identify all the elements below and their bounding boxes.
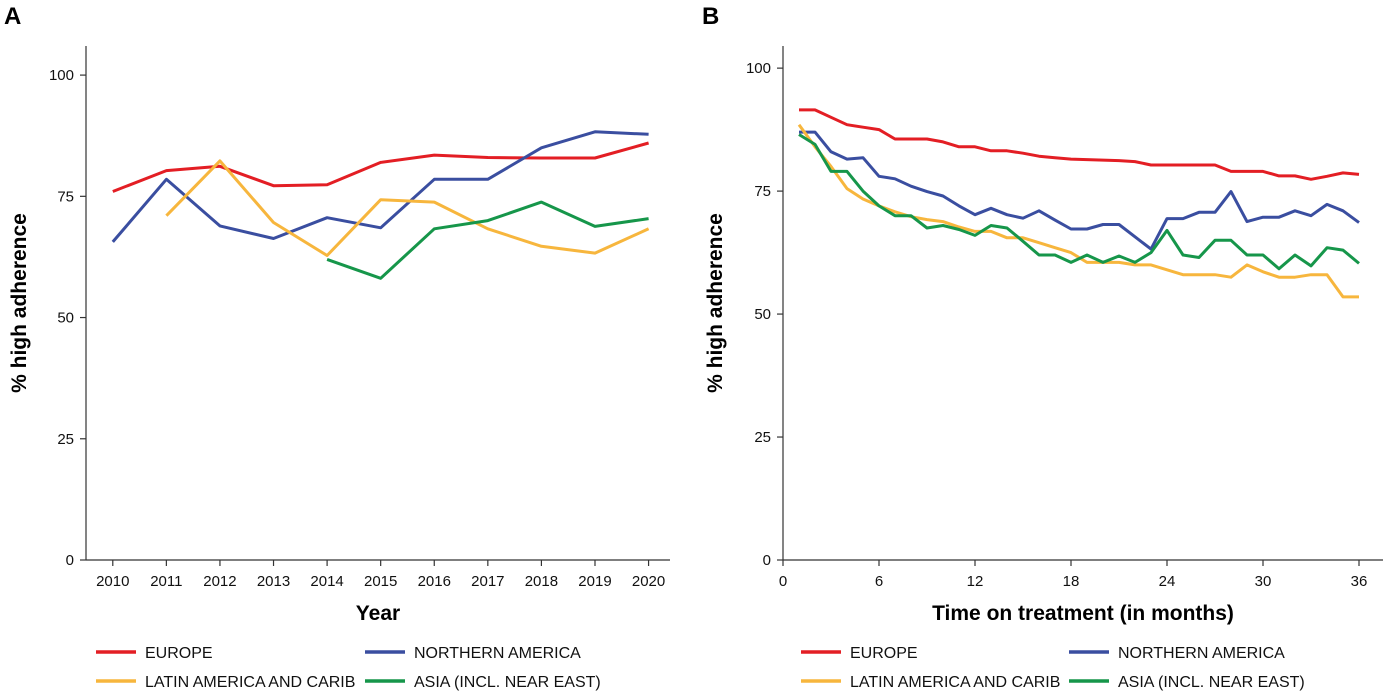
y-tick-label: 50 xyxy=(754,306,771,323)
x-tick-label: 2017 xyxy=(471,573,504,590)
x-tick-label: 6 xyxy=(875,573,883,590)
y-tick-label: 25 xyxy=(754,429,771,446)
y-tick-label: 25 xyxy=(57,431,74,448)
y-axis-title: % high adherence xyxy=(704,213,727,393)
y-tick-label: 0 xyxy=(763,552,771,569)
legend-label: ASIA (INCL. NEAR EAST) xyxy=(1118,674,1305,691)
legend-label: EUROPE xyxy=(850,645,918,662)
legend-label: NORTHERN AMERICA xyxy=(1118,645,1285,662)
series-line-latin-america xyxy=(797,123,1359,299)
x-tick-label: 18 xyxy=(1063,573,1080,590)
legend-label: LATIN AMERICA AND CARIB xyxy=(145,674,355,691)
panel-a: A 0 25 50 75 100 2010 2011 2012 2013 2014 2015 2016 2… xyxy=(4,3,670,691)
series-line-europe xyxy=(112,141,650,193)
y-axis-title: % high adherence xyxy=(8,213,31,393)
series-line-northern-america xyxy=(799,130,1360,251)
panel-b: B 0 25 50 75 100 0 6 12 18 24 30 36 Time on treatment… xyxy=(702,3,1383,691)
panel-letter: B xyxy=(702,3,719,30)
legend-label: EUROPE xyxy=(145,645,213,662)
series-line-northern-america xyxy=(111,130,649,243)
x-tick-label: 24 xyxy=(1159,573,1176,590)
series-line-asia xyxy=(798,133,1360,271)
y-tick-label: 100 xyxy=(746,60,771,77)
panel-letter: A xyxy=(4,3,21,30)
x-tick-label: 30 xyxy=(1255,573,1272,590)
x-tick-label: 2011 xyxy=(150,573,182,590)
x-axis-title: Time on treatment (in months) xyxy=(932,602,1234,625)
legend-label: ASIA (INCL. NEAR EAST) xyxy=(414,674,601,691)
series-line-asia xyxy=(326,200,649,280)
y-tick-label: 100 xyxy=(49,67,74,84)
y-tick-label: 0 xyxy=(66,552,74,569)
legend-label: NORTHERN AMERICA xyxy=(414,645,581,662)
x-tick-label: 0 xyxy=(779,573,787,590)
y-tick-label: 75 xyxy=(57,188,74,205)
x-tick-label: 2013 xyxy=(257,573,290,590)
x-tick-label: 2020 xyxy=(632,573,665,590)
x-tick-label: 12 xyxy=(967,573,984,590)
x-tick-label: 2016 xyxy=(418,573,451,590)
x-tick-label: 2014 xyxy=(310,573,343,590)
x-tick-label: 2019 xyxy=(578,573,611,590)
x-tick-label: 36 xyxy=(1351,573,1368,590)
x-tick-label: 2012 xyxy=(203,573,236,590)
x-axis-title: Year xyxy=(356,602,400,625)
x-tick-label: 2018 xyxy=(525,573,558,590)
series-line-europe xyxy=(799,108,1360,181)
legend-label: LATIN AMERICA AND CARIB xyxy=(850,674,1060,691)
y-tick-label: 50 xyxy=(57,310,74,327)
x-tick-label: 2010 xyxy=(96,573,129,590)
series-line-latin-america xyxy=(165,159,650,257)
x-tick-label: 2015 xyxy=(364,573,397,590)
y-tick-label: 75 xyxy=(754,183,771,200)
